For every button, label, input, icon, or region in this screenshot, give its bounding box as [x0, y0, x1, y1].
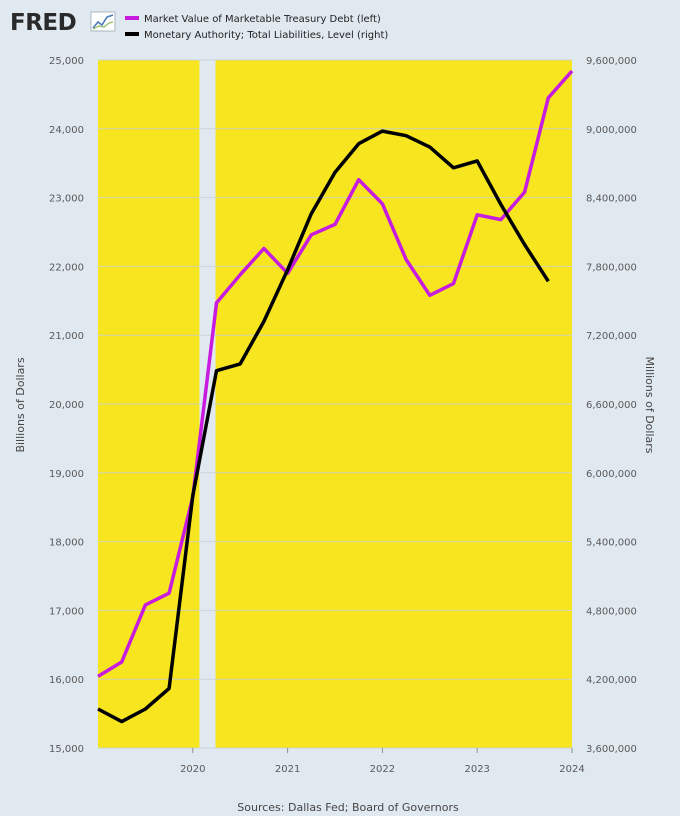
right-axis-ticks: 3,600,000 4,200,000 4,800,000 5,400,000 6,00… [586, 56, 637, 755]
fred-logo[interactable]: FRED [10, 10, 116, 36]
right-tick-label: 6,000,000 [586, 469, 637, 480]
left-tick-label: 24,000 [49, 125, 84, 136]
right-tick-label: 9,600,000 [586, 56, 637, 67]
left-tick-label: 23,000 [49, 194, 84, 205]
left-tick-label: 21,000 [49, 331, 84, 342]
legend: Market Value of Marketable Treasury Debt… [125, 14, 388, 41]
right-tick-label: 9,000,000 [586, 125, 637, 136]
left-axis-title: Billions of Dollars [14, 357, 27, 452]
left-tick-label: 19,000 [49, 469, 84, 480]
series-line-monetary-liabilities [97, 129, 550, 724]
right-axis-title: Millions of Dollars [643, 356, 656, 453]
chart-line-icon [90, 11, 116, 32]
right-tick-label: 7,200,000 [586, 331, 637, 342]
series-line-treasury-debt [97, 69, 574, 678]
left-tick-label: 17,000 [49, 606, 84, 617]
series-lines [97, 69, 574, 724]
right-tick-label: 4,200,000 [586, 675, 637, 686]
x-tick-label: 2021 [275, 764, 300, 775]
right-tick-label: 5,400,000 [586, 538, 637, 549]
right-tick-label: 6,600,000 [586, 400, 637, 411]
legend-label-treasury: Market Value of Marketable Treasury Debt… [144, 14, 381, 25]
x-tick-label: 2020 [180, 764, 205, 775]
x-tick-label: 2024 [559, 764, 584, 775]
right-tick-label: 8,400,000 [586, 194, 637, 205]
logo-text: FRED [10, 10, 76, 36]
x-tick-label: 2022 [370, 764, 395, 775]
left-tick-label: 16,000 [49, 675, 84, 686]
left-tick-label: 22,000 [49, 262, 84, 273]
left-axis-ticks: 15,000 16,000 17,000 18,000 19,000 20,000 21,0… [49, 56, 84, 755]
right-tick-label: 3,600,000 [586, 744, 637, 755]
x-tick-label: 2023 [464, 764, 489, 775]
left-tick-label: 25,000 [49, 56, 84, 67]
legend-swatch-monetary [125, 32, 139, 36]
legend-item-treasury[interactable]: Market Value of Marketable Treasury Debt… [125, 14, 381, 25]
left-tick-label: 20,000 [49, 400, 84, 411]
source-note: Sources: Dallas Fed; Board of Governors [237, 801, 459, 814]
left-tick-label: 15,000 [49, 744, 84, 755]
right-tick-label: 4,800,000 [586, 606, 637, 617]
legend-label-monetary: Monetary Authority; Total Liabilities, L… [144, 30, 388, 41]
legend-swatch-treasury [125, 16, 139, 20]
left-tick-label: 18,000 [49, 538, 84, 549]
legend-item-monetary[interactable]: Monetary Authority; Total Liabilities, L… [125, 30, 388, 41]
x-axis-ticks: 2020 2021 2022 2023 2024 [180, 748, 585, 775]
right-tick-label: 7,800,000 [586, 262, 637, 273]
